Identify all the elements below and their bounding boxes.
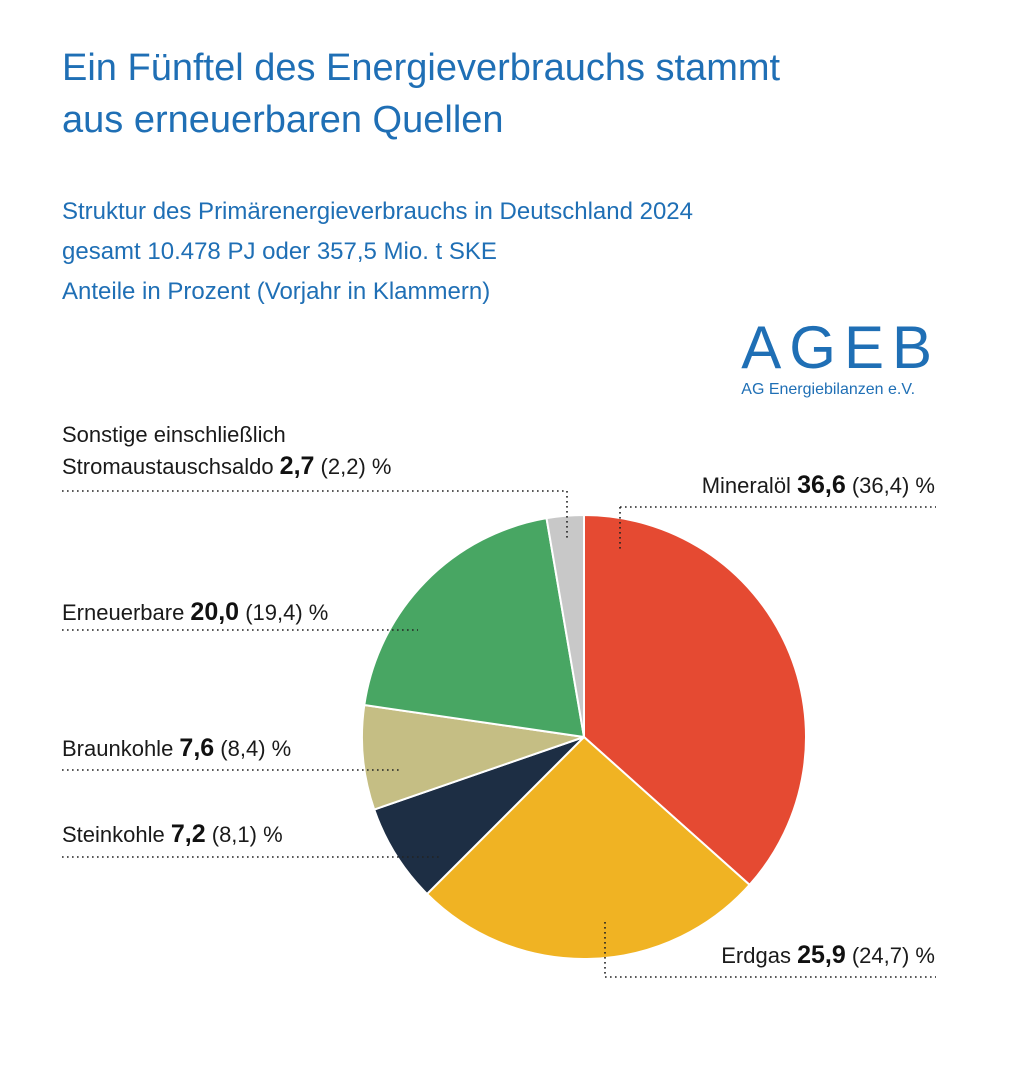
pie-slice-5 (545, 513, 585, 738)
title-line-2: aus erneuerbaren Quellen (62, 99, 504, 141)
pie-slice-1 (425, 735, 752, 960)
slice-label-5-line-2: Stromaustauschsaldo 2,7 (2,2) % (62, 452, 391, 480)
logo-wordmark: AGEB (741, 314, 940, 381)
slice-label-5-line-1: Sonstige einschließlich (62, 422, 286, 447)
pie-slice-4 (363, 517, 586, 739)
slice-label-2: Steinkohle 7,2 (8,1) % (62, 820, 283, 848)
slice-label-1: Erdgas 25,9 (24,7) % (721, 941, 935, 969)
pie-slice-3 (361, 703, 585, 811)
chart-title: Ein Fünftel des Energieverbrauchs stammt… (62, 42, 962, 146)
slice-label-0: Mineralöl 36,6 (36,4) % (702, 471, 935, 499)
slice-label-3: Braunkohle 7,6 (8,4) % (62, 734, 291, 762)
pie-slice-0 (583, 513, 807, 887)
chart-subtitle: Struktur des Primärenergieverbrauchs in … (62, 192, 962, 312)
subtitle-line-2: gesamt 10.478 PJ oder 357,5 Mio. t SKE (62, 238, 497, 265)
logo-subtitle: AG Energiebilanzen e.V. (741, 381, 916, 398)
ageb-logo: AGEB AG Energiebilanzen e.V. (741, 318, 940, 400)
subtitle-line-1: Struktur des Primärenergieverbrauchs in … (62, 198, 693, 225)
pie-slice-2 (372, 736, 585, 896)
subtitle-line-3: Anteile in Prozent (Vorjahr in Klammern) (62, 278, 491, 305)
slice-label-4: Erneuerbare 20,0 (19,4) % (62, 598, 328, 626)
title-line-1: Ein Fünftel des Energieverbrauchs stammt (62, 47, 781, 89)
